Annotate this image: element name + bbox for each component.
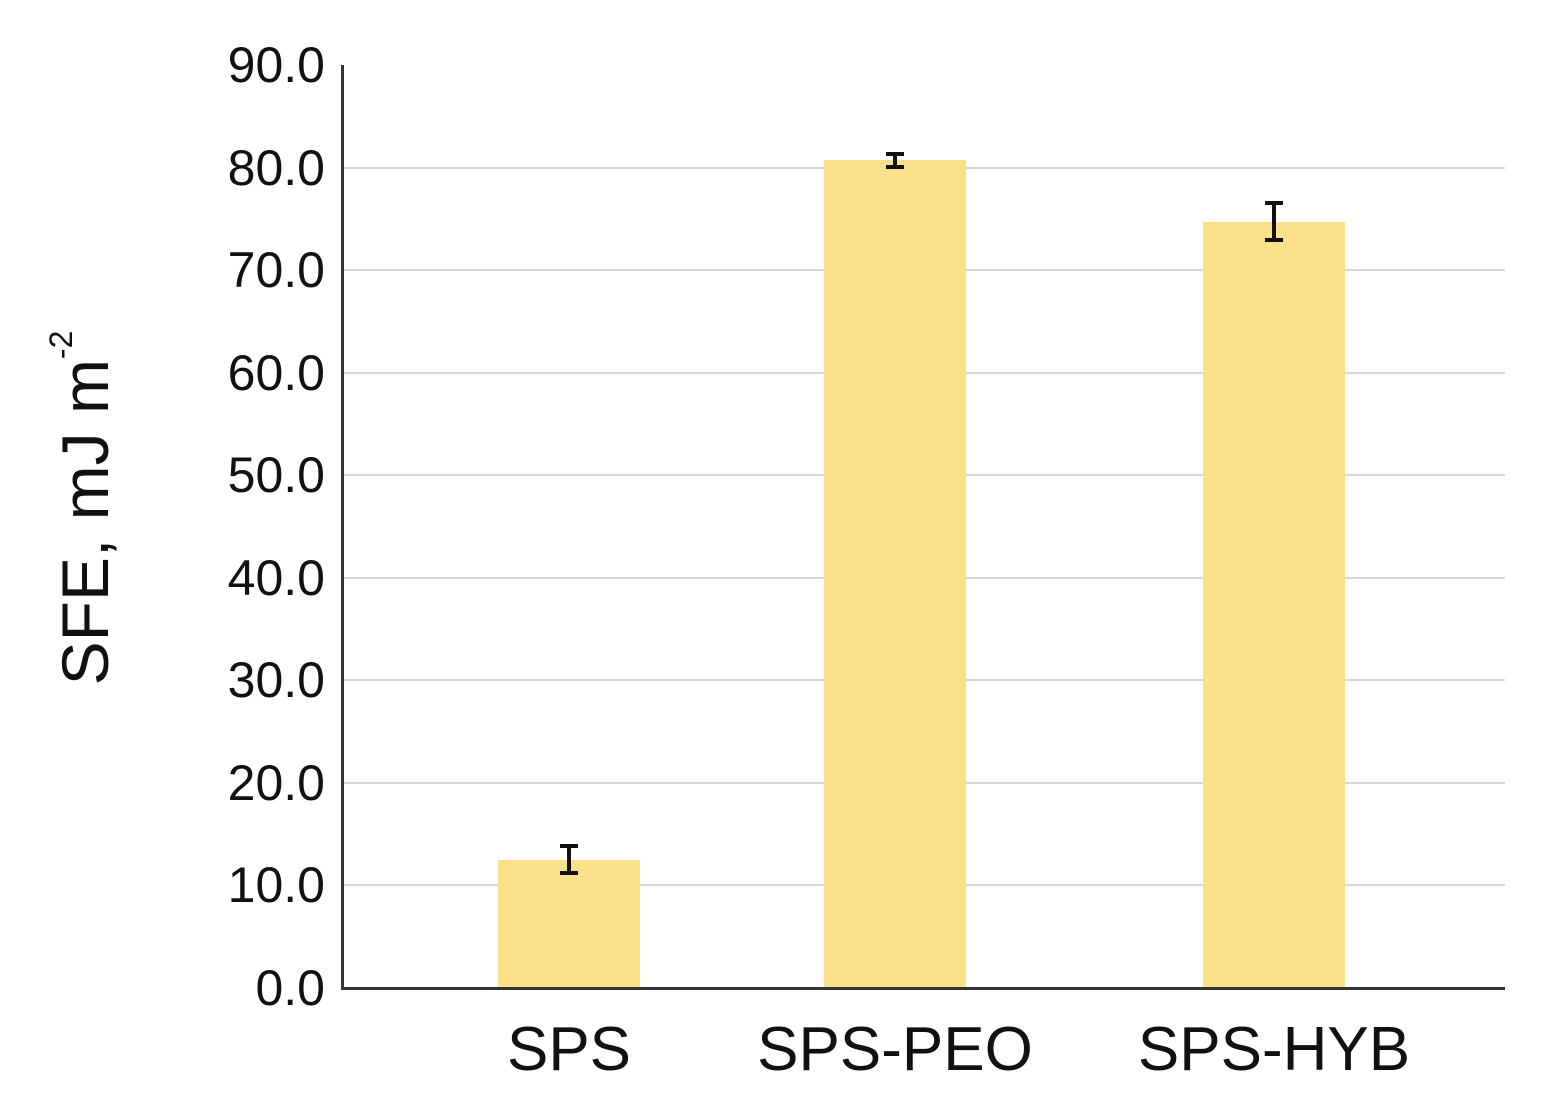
y-axis-line xyxy=(341,65,344,990)
x-tick-label: SPS-HYB xyxy=(1137,1015,1411,1084)
y-tick-label: 50.0 xyxy=(227,447,325,504)
x-axis-line xyxy=(341,987,1505,990)
y-tick-label: 80.0 xyxy=(227,139,325,196)
y-tick-label: 40.0 xyxy=(227,549,325,606)
y-tick-label: 90.0 xyxy=(227,37,325,93)
error-bar-cap xyxy=(560,871,578,876)
error-bar-cap xyxy=(886,152,904,157)
x-tick-label: SPS xyxy=(506,1015,632,1084)
error-bar xyxy=(1272,203,1276,241)
bar-sps xyxy=(498,859,640,988)
x-tick-label: SPS-PEO xyxy=(757,1015,1033,1084)
y-axis-label: SFE, mJ m-2 xyxy=(43,308,123,708)
y-tick-label: 20.0 xyxy=(227,754,325,811)
bar-sps-hyb xyxy=(1203,221,1345,988)
bar-sps-peo xyxy=(824,160,966,988)
y-axis-label-text: SFE, mJ m xyxy=(48,359,122,686)
error-bar-cap xyxy=(886,164,904,169)
y-tick-label: 0.0 xyxy=(255,960,325,1016)
error-bar xyxy=(893,154,897,167)
y-tick-label: 60.0 xyxy=(227,344,325,401)
y-tick-label: 30.0 xyxy=(227,652,325,709)
error-bar xyxy=(567,846,571,874)
y-tick-label: 10.0 xyxy=(227,857,325,914)
error-bar-cap xyxy=(1265,201,1283,206)
error-bar-cap xyxy=(1265,238,1283,243)
y-axis-label-superscript: -2 xyxy=(43,330,79,360)
y-tick-label: 70.0 xyxy=(227,242,325,299)
error-bar-cap xyxy=(560,844,578,849)
